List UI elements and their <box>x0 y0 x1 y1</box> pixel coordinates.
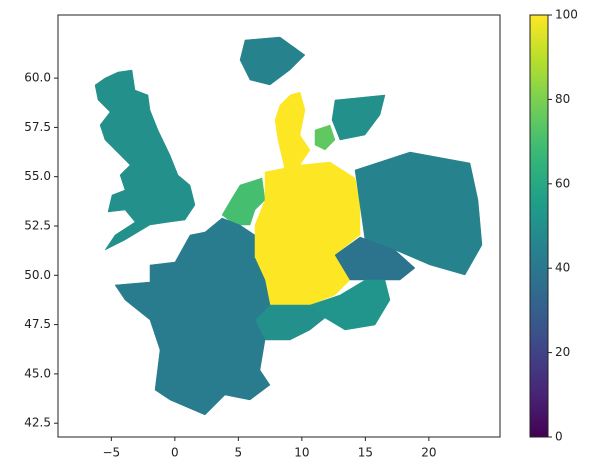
colorbar-tick-label: 60 <box>555 176 570 190</box>
region <box>254 304 326 341</box>
y-tick-label: 47.5 <box>24 317 51 331</box>
region <box>331 94 386 141</box>
region <box>314 124 336 151</box>
colorbar-tick-label: 100 <box>555 8 578 22</box>
colorbar-tick-label: 40 <box>555 261 570 275</box>
colorbar-tick-label: 0 <box>555 430 563 444</box>
x-tick-label: 5 <box>235 446 243 460</box>
region <box>274 91 311 171</box>
x-tick-label: −5 <box>102 446 120 460</box>
region <box>309 279 391 331</box>
region <box>239 36 306 86</box>
x-tick-label: 20 <box>421 446 436 460</box>
region <box>334 236 416 281</box>
y-tick-label: 42.5 <box>24 416 51 430</box>
y-tick-label: 57.5 <box>24 120 51 134</box>
y-tick-label: 45.0 <box>24 366 51 380</box>
y-tick-label: 60.0 <box>24 71 51 85</box>
region <box>254 161 361 306</box>
colorbar-tick-label: 80 <box>555 92 570 106</box>
y-tick-label: 50.0 <box>24 268 51 282</box>
x-tick-label: 0 <box>171 446 179 460</box>
region <box>354 151 483 276</box>
colorbar-tick-label: 20 <box>555 345 570 359</box>
region <box>114 231 271 416</box>
y-tick-label: 55.0 <box>24 169 51 183</box>
region <box>221 177 266 226</box>
colorbar <box>529 14 549 438</box>
region <box>94 69 196 251</box>
x-tick-label: 10 <box>294 446 309 460</box>
x-tick-label: 15 <box>358 446 373 460</box>
y-tick-label: 52.5 <box>24 219 51 233</box>
